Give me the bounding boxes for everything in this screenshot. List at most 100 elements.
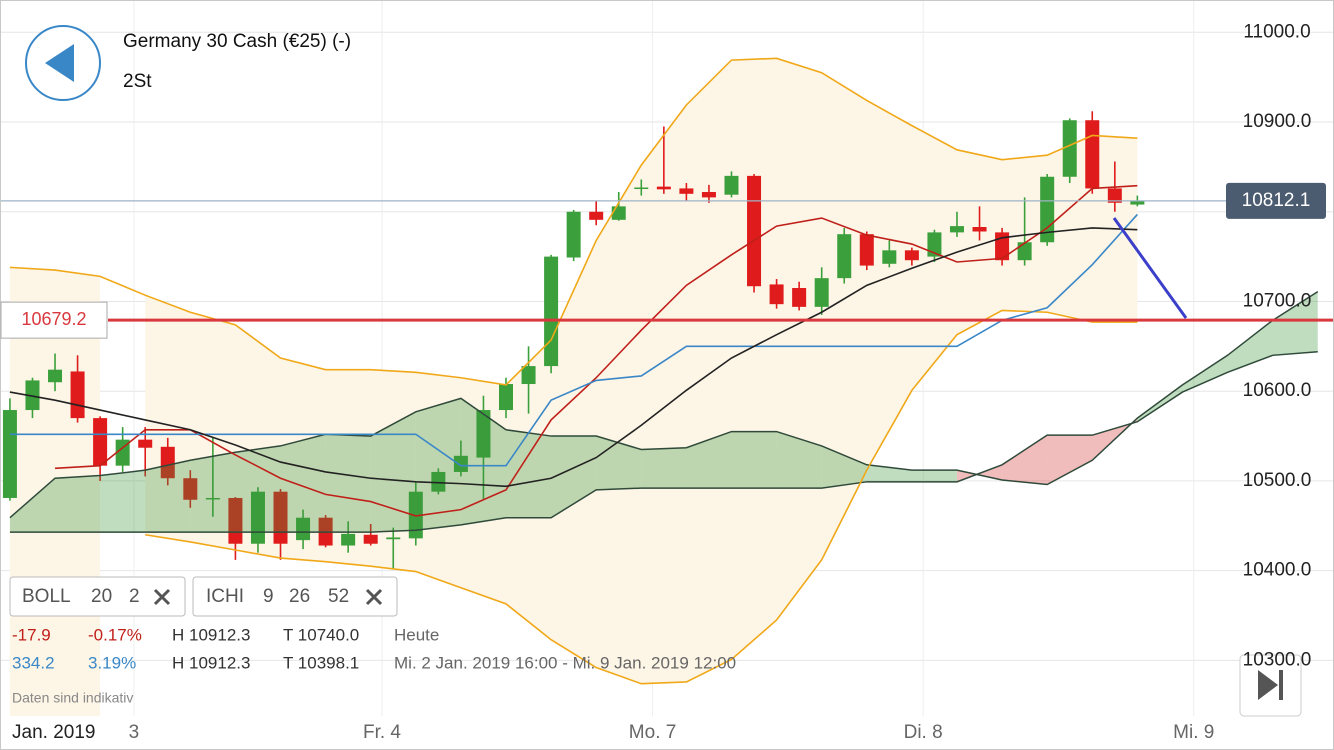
cloud-fill	[415, 398, 461, 531]
x-tick-label: Mo. 7	[629, 722, 677, 743]
cloud-fill	[55, 475, 101, 533]
candle-body	[431, 471, 446, 492]
y-tick-label: 10700.0	[1243, 290, 1312, 311]
cloud-fill	[731, 431, 777, 489]
footnote: Daten sind indikativ	[12, 690, 133, 706]
candle-body	[701, 192, 716, 198]
candle-body	[634, 187, 649, 190]
candle-body	[115, 439, 130, 466]
cloud-fill	[506, 429, 552, 518]
candle-body	[499, 384, 513, 411]
candle-body	[792, 288, 807, 307]
cloud-fill	[9, 478, 56, 533]
candle-body	[747, 175, 762, 287]
indicator-param: 20	[91, 586, 112, 607]
candle-body	[341, 533, 356, 546]
cloud-fill	[686, 431, 732, 489]
x-period-label: Jan. 2019	[12, 722, 95, 743]
cloud-fill	[190, 452, 236, 533]
candle-body	[882, 250, 897, 264]
candle-body	[453, 455, 468, 472]
level-label: 10679.2	[21, 309, 86, 329]
cloud-line	[9, 290, 1319, 519]
cloud-fill	[145, 460, 191, 533]
candle-body	[1062, 120, 1077, 177]
stat-change-pct: 3.19%	[88, 653, 136, 672]
indicator-line	[145, 309, 1138, 685]
candle-body	[205, 497, 220, 500]
stat-period: Mi. 2 Jan. 2019 16:00 - Mi. 9 Jan. 2019 …	[394, 653, 736, 672]
y-tick-label: 10500.0	[1243, 470, 1312, 491]
interval: 2St	[123, 71, 152, 92]
indicator-chip[interactable]	[192, 576, 398, 617]
y-tick-label: 10900.0	[1243, 111, 1312, 132]
stat-low: T 10740.0	[283, 625, 359, 644]
indicator-line	[9, 57, 1138, 386]
candle-body	[250, 491, 265, 544]
x-tick-label: 3	[129, 722, 140, 743]
remove-indicator[interactable]	[153, 588, 171, 606]
cloud-fill	[776, 431, 822, 489]
cloud-fill	[460, 398, 506, 525]
indicator-param: 2	[129, 586, 140, 607]
instrument-title: Germany 30 Cash (€25) (-)	[123, 31, 351, 52]
indicator-chip[interactable]	[9, 576, 186, 617]
candle-body	[521, 366, 536, 385]
candle-body	[949, 226, 964, 233]
candle-body	[1130, 200, 1145, 205]
cloud-fill	[280, 434, 326, 533]
plot-layer	[0, 57, 1334, 685]
candle-body	[48, 369, 63, 383]
price-label: 10812.1	[1242, 190, 1311, 211]
stat-change: -17.9	[12, 625, 51, 644]
remove-indicator[interactable]	[365, 588, 383, 606]
indicator-param: 26	[289, 586, 310, 607]
candle-body	[138, 439, 153, 448]
cloud-fill	[235, 445, 281, 533]
stat-period: Heute	[394, 625, 439, 644]
x-tick-label: Di. 8	[904, 722, 943, 743]
candle-body	[814, 278, 829, 307]
candle-body	[1107, 188, 1122, 203]
candle-body	[183, 478, 198, 500]
cloud-fill	[1272, 291, 1318, 356]
candle-body	[927, 232, 942, 257]
candle-body	[859, 234, 874, 266]
indicator-line	[9, 227, 1138, 488]
cloud-fill	[551, 436, 597, 518]
level-label-box	[0, 301, 108, 339]
candle-body	[972, 227, 987, 232]
trend-line	[1112, 217, 1188, 319]
candle-body	[679, 188, 694, 194]
cloud-fill	[1002, 435, 1048, 485]
candle-body	[566, 211, 581, 258]
x-tick-label: Fr. 4	[363, 722, 401, 743]
candle-body	[589, 211, 604, 220]
candle-body	[656, 186, 671, 190]
y-tick-label: 10600.0	[1243, 380, 1312, 401]
candle-body	[544, 256, 559, 367]
candle-body	[1017, 242, 1032, 261]
candle-body	[70, 371, 85, 419]
stat-high: H 10912.3	[172, 625, 250, 644]
candle-body	[273, 491, 288, 544]
indicator-line	[9, 213, 1138, 467]
price-label-box	[1226, 182, 1326, 219]
cloud-fill	[821, 445, 867, 489]
back-icon	[45, 44, 74, 82]
y-tick-label: 11000.0	[1243, 21, 1310, 42]
candle-body	[160, 446, 175, 479]
candle-body	[904, 250, 919, 261]
cloud-fill	[911, 470, 957, 482]
candle-body	[296, 517, 311, 541]
candle-body	[93, 418, 108, 466]
x-axis-strip-cover	[0, 716, 1334, 750]
candle-body	[1085, 120, 1100, 189]
candle-body	[837, 234, 852, 279]
candle-body	[408, 491, 423, 539]
indicator-name: BOLL	[22, 586, 71, 607]
x-tick-label: Mi. 9	[1173, 722, 1214, 743]
stat-change-pct: -0.17%	[88, 625, 142, 644]
